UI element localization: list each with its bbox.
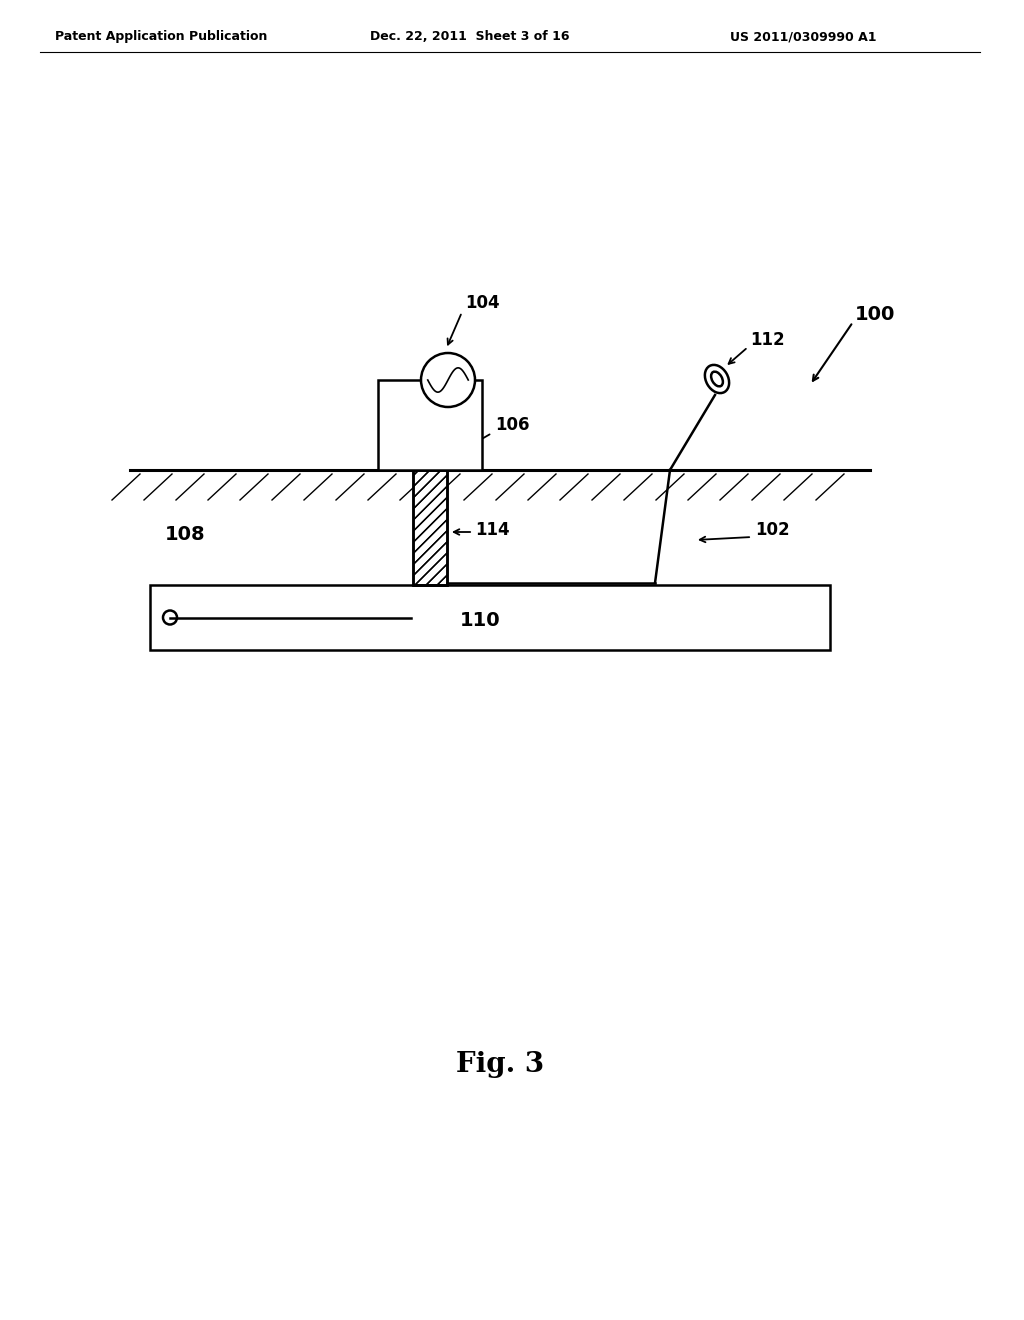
Text: 108: 108 [165, 525, 206, 544]
Bar [413, 470, 447, 585]
Text: Dec. 22, 2011  Sheet 3 of 16: Dec. 22, 2011 Sheet 3 of 16 [370, 30, 569, 44]
Text: 100: 100 [855, 305, 895, 323]
Ellipse shape [705, 364, 729, 393]
Text: 114: 114 [475, 521, 510, 539]
Circle shape [421, 352, 475, 407]
Ellipse shape [711, 372, 723, 387]
Text: 104: 104 [465, 294, 500, 312]
Circle shape [163, 610, 177, 624]
Text: Patent Application Publication: Patent Application Publication [55, 30, 267, 44]
Bar [413, 470, 447, 585]
Text: US 2011/0309990 A1: US 2011/0309990 A1 [730, 30, 877, 44]
Text: 110: 110 [460, 610, 501, 630]
Text: Fig. 3: Fig. 3 [456, 1052, 544, 1078]
Text: 102: 102 [755, 521, 790, 539]
Bar [150, 585, 830, 649]
Bar [378, 380, 482, 470]
Text: 112: 112 [750, 331, 784, 348]
Bar [413, 470, 447, 585]
Text: 106: 106 [495, 416, 529, 434]
